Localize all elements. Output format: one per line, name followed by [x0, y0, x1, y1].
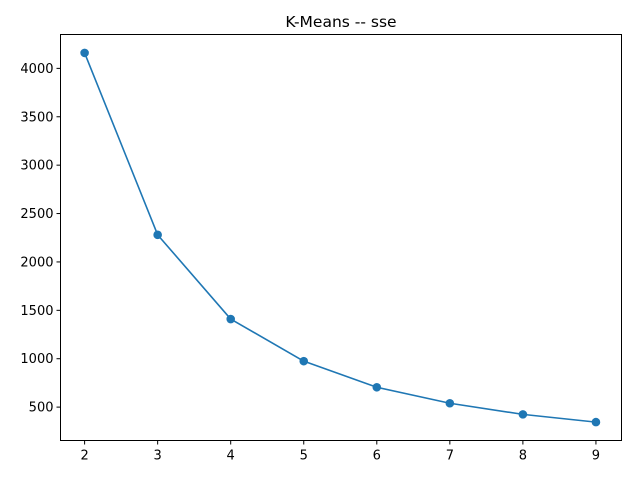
- series-line: [83, 52, 597, 423]
- x-tick-label: 9: [592, 449, 600, 464]
- data-point: [372, 382, 382, 392]
- data-point: [153, 230, 162, 240]
- data-point: [299, 356, 309, 366]
- y-tick-label: 3500: [20, 110, 53, 125]
- data-point: [518, 410, 528, 419]
- data-point: [591, 417, 601, 427]
- plot-frame: [60, 34, 622, 441]
- chart-title: K-Means -- sse: [285, 13, 396, 31]
- y-tick-label: 3000: [20, 159, 53, 174]
- x-tick-label: 6: [373, 449, 381, 464]
- x-tick-label: 4: [227, 449, 235, 464]
- y-tick-label: 4000: [20, 62, 53, 77]
- y-axis-ticks: 500 1000 1500 2000 2500 3000 3500 4000: [20, 62, 61, 416]
- x-tick-label: 2: [80, 449, 88, 464]
- x-tick-label: 8: [519, 449, 527, 464]
- x-tick-label: 7: [446, 449, 454, 464]
- data-point: [445, 398, 455, 408]
- y-tick-label: 1500: [20, 304, 53, 319]
- y-tick-label: 500: [29, 401, 54, 416]
- data-point: [80, 48, 89, 58]
- series-layer: [80, 48, 601, 427]
- x-tick-label: 3: [154, 449, 162, 464]
- y-tick-label: 2000: [20, 255, 53, 270]
- y-tick-label: 2500: [20, 207, 53, 222]
- y-tick-label: 1000: [20, 352, 53, 367]
- x-tick-label: 5: [300, 449, 308, 464]
- x-axis-ticks: 2 3 4 5 6 7 8 9: [80, 440, 600, 464]
- data-point: [226, 314, 235, 324]
